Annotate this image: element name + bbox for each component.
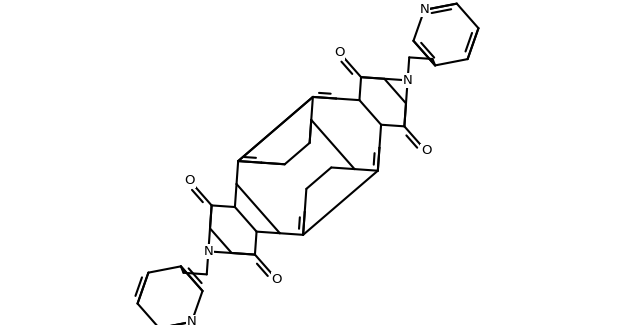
Text: N: N: [420, 3, 429, 16]
Text: N: N: [187, 315, 197, 328]
Text: O: O: [185, 174, 195, 187]
Text: O: O: [334, 46, 345, 59]
Text: N: N: [204, 245, 213, 258]
Text: N: N: [403, 74, 413, 87]
Text: O: O: [421, 144, 431, 158]
Text: O: O: [271, 273, 282, 286]
